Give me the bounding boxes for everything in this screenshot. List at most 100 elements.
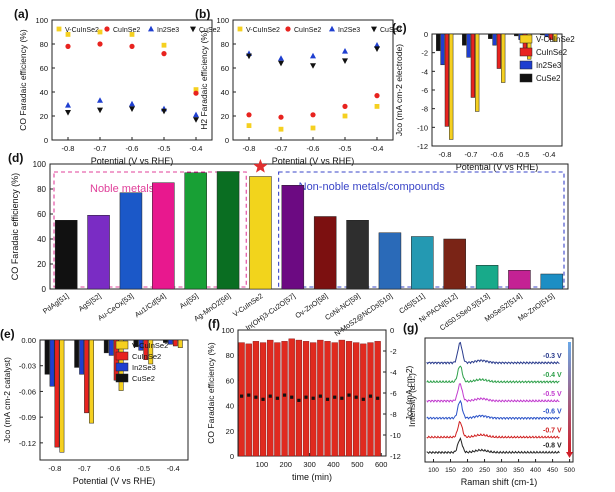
panel-g-xtick-label: 400 (530, 467, 541, 474)
panel-g-spectrum-0-3-v (426, 341, 560, 365)
panel-d-nonnoble-group-box (278, 171, 565, 288)
panel-g-xtick-label: 150 (445, 467, 456, 474)
panel-g-xtick-label: 500 (564, 467, 575, 474)
panel-d-xtick-label-au1-cd-54: Au1/Cd[54] (133, 291, 168, 319)
panel-e-bar-cuse2 (103, 339, 109, 354)
panel-c-legend-label-in2se3: In2Se3 (536, 61, 562, 70)
panel-b-legend-marker-cuse2 (371, 26, 377, 33)
panel-a-point-cuinse2 (97, 41, 103, 47)
panel-c-legend-swatch-cuse2 (519, 73, 533, 83)
panel-a-xtick-label: -0.8 (62, 144, 75, 153)
panel-e-bar-v-cuinse2 (59, 339, 65, 453)
panel-d-group-label-nonnoble: Non-noble metals/compounds (299, 181, 446, 193)
panel-b-ytick-label: 60 (221, 64, 229, 73)
panel-c-bar-in2se3 (466, 33, 471, 58)
panel-f-current-point (333, 395, 337, 399)
panel-c-ytick-label: 0 (424, 30, 428, 39)
panel-b-frame (232, 19, 394, 141)
panel-e-bar-cuse2 (163, 339, 168, 343)
panel-e-legend-swatch-cuinse2 (115, 351, 129, 361)
panel-c-ylabel: Jco (mA cm-2 electrode) (394, 44, 404, 136)
panel-c-bar-v-cuinse2 (527, 33, 532, 60)
panel-e-bar-cuse2 (44, 339, 50, 375)
panel-a-point-cuse2 (65, 110, 71, 116)
panel-f-fe-bar (331, 342, 338, 457)
panel-c-bar-v-cuinse2 (449, 33, 454, 140)
panel-g-xtick-label: 200 (462, 467, 473, 474)
panel-c-legend-swatch-v-cuinse2 (519, 34, 533, 44)
panel-b-point-in2se3 (278, 55, 284, 61)
panel-f-current-point (268, 394, 272, 398)
panel-d-bar-mo-zno-515 (540, 273, 564, 290)
panel-b-point-in2se3 (342, 48, 348, 54)
panel-d-ytick-label: 100 (33, 160, 47, 169)
panel-a-frame (51, 19, 213, 141)
panel-d-ytick-label: 80 (37, 185, 46, 194)
panel-a-point-cuse2 (129, 106, 135, 112)
panel-a-point-in2se3 (97, 97, 103, 103)
panel-d-xtick-label-n-mos2-ncds-510: N-MoS2@NCDs[510] (333, 291, 395, 338)
panel-b-point-cuinse2 (310, 112, 316, 118)
panel-e-legend-label-in2se3: In2Se3 (132, 363, 156, 372)
panel-a-point-cuse2 (97, 107, 103, 114)
panel-b-point-cuinse2 (246, 112, 252, 118)
panel-f-ylabel: CO Faradaic efficiency (%) (206, 342, 216, 444)
panel-a-point-v-cuinse2 (65, 32, 71, 37)
panel-f-xtick-label: 500 (351, 460, 364, 469)
panel-e-bar-in2se3 (168, 339, 173, 345)
panel-c-bar-cuse2 (514, 33, 519, 37)
panel-g-xtick-label: 250 (479, 467, 490, 474)
panel-d-ytick-label: 40 (37, 235, 46, 244)
panel-c-ytick-label: -2 (421, 49, 428, 58)
panel-g-xtick-label: 350 (513, 467, 524, 474)
panel-f-y2tick-label: -12 (390, 452, 401, 461)
panel-g-spectrum-0-4-v (426, 365, 560, 384)
panel-f-current-point (311, 396, 315, 400)
panel-d-xtick-label-cds-511: CdS[511] (397, 291, 426, 315)
panel-c-xtick-label: -0.7 (465, 150, 478, 159)
panel-c-bar-in2se3 (492, 33, 497, 46)
panel-b-point-v-cuinse2 (310, 125, 316, 131)
panel-e-legend-swatch-v-cuinse2 (115, 340, 129, 350)
panel-d-bar-ov-zno-58 (313, 216, 337, 290)
panel-b-legend-label-cuinse2: CuInSe2 (294, 27, 321, 34)
panel-f-y2label: Jco (mA cm-2) (404, 365, 414, 420)
panel-e-bar-in2se3 (108, 339, 114, 356)
panel-b-xtick-label: -0.7 (275, 144, 288, 153)
panel-f-ytick-label: 100 (221, 326, 234, 335)
panel-a-ytick-label: 0 (44, 136, 48, 145)
panel-c-legend-label-cuse2: CuSe2 (536, 74, 561, 83)
panel-b-ytick-label: 0 (225, 136, 229, 145)
panel-f-fe-bar (295, 339, 303, 457)
panel-c-ytick-label: -4 (421, 67, 428, 76)
panel-d-ytick-label: 0 (42, 285, 47, 294)
panel-a-point-cuinse2 (129, 43, 135, 50)
panel-e-ytick-label: 0.00 (21, 336, 36, 345)
panel-e-bar-cuinse2 (143, 339, 149, 360)
panel-b-point-in2se3 (310, 52, 316, 59)
panel-c-bar-cuse2 (540, 33, 545, 36)
panel-d-bar-au-ceox-53 (119, 192, 143, 290)
panel-b-legend-marker-in2se3 (329, 25, 335, 32)
panel-d-bar-cds-511 (411, 236, 434, 290)
panel-f-fe-bar (353, 342, 360, 457)
panel-e-xtick-label: -0.8 (48, 464, 61, 473)
panel-e-ytick-label: -0.12 (19, 439, 36, 448)
panel-b-ytick-label: 40 (221, 88, 229, 97)
panel-c-xtick-label: -0.5 (517, 150, 530, 159)
panel-b-legend-label-in2se3: In2Se3 (338, 27, 360, 34)
panel-e-bar-v-cuinse2 (177, 339, 183, 348)
panel-a-ytick-label: 40 (40, 88, 48, 97)
panel-b-point-v-cuinse2 (278, 126, 284, 132)
panel-g-frame (424, 337, 574, 463)
panel-e-legend-swatch-cuse2 (115, 373, 129, 383)
panel-f-ytick-label: 40 (226, 402, 234, 411)
panel-f-current-point (239, 394, 244, 398)
panel-b-point-cuse2 (246, 53, 252, 60)
panel-a-xtick-label: -0.4 (190, 144, 203, 153)
panel-g-spectrum-label-0-6-v: -0.6 V (543, 408, 562, 415)
panel-a-legend-marker-cuse2 (190, 26, 196, 33)
panel-c-bar-cuse2 (488, 33, 493, 39)
panel-f-current-point (347, 393, 351, 397)
